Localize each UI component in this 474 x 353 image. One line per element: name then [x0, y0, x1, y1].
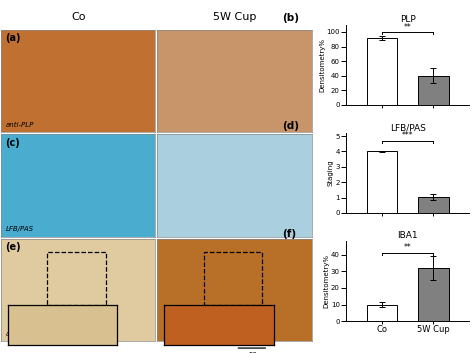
- Text: Co: Co: [71, 12, 85, 22]
- Bar: [366, 305, 397, 321]
- Text: anti-IBA1: anti-IBA1: [6, 330, 38, 336]
- Bar: [418, 268, 449, 321]
- Text: (c): (c): [6, 138, 20, 148]
- Text: (d): (d): [282, 121, 299, 131]
- Text: 5W Cup: 5W Cup: [213, 12, 256, 22]
- Text: **: **: [404, 23, 411, 31]
- Text: (a): (a): [6, 34, 21, 43]
- Text: (f): (f): [282, 229, 296, 239]
- Bar: [366, 151, 397, 213]
- Title: PLP: PLP: [400, 15, 416, 24]
- Text: **: **: [404, 244, 411, 252]
- Title: IBA1: IBA1: [397, 232, 418, 240]
- Bar: [47, 252, 106, 305]
- Bar: [418, 197, 449, 213]
- Text: LFB/PAS: LFB/PAS: [6, 226, 34, 232]
- Bar: [366, 38, 397, 105]
- Bar: [418, 76, 449, 105]
- Text: (e): (e): [6, 242, 21, 252]
- Title: LFB/PAS: LFB/PAS: [390, 123, 426, 132]
- Text: 50μm: 50μm: [248, 352, 268, 353]
- Y-axis label: Densitometry%: Densitometry%: [323, 254, 329, 308]
- Y-axis label: Densitometry%: Densitometry%: [319, 38, 325, 92]
- Text: anti-PLP: anti-PLP: [6, 122, 34, 128]
- Bar: [204, 252, 263, 305]
- Text: ***: ***: [402, 131, 413, 140]
- Y-axis label: Staging: Staging: [328, 160, 334, 186]
- Text: (b): (b): [282, 13, 299, 23]
